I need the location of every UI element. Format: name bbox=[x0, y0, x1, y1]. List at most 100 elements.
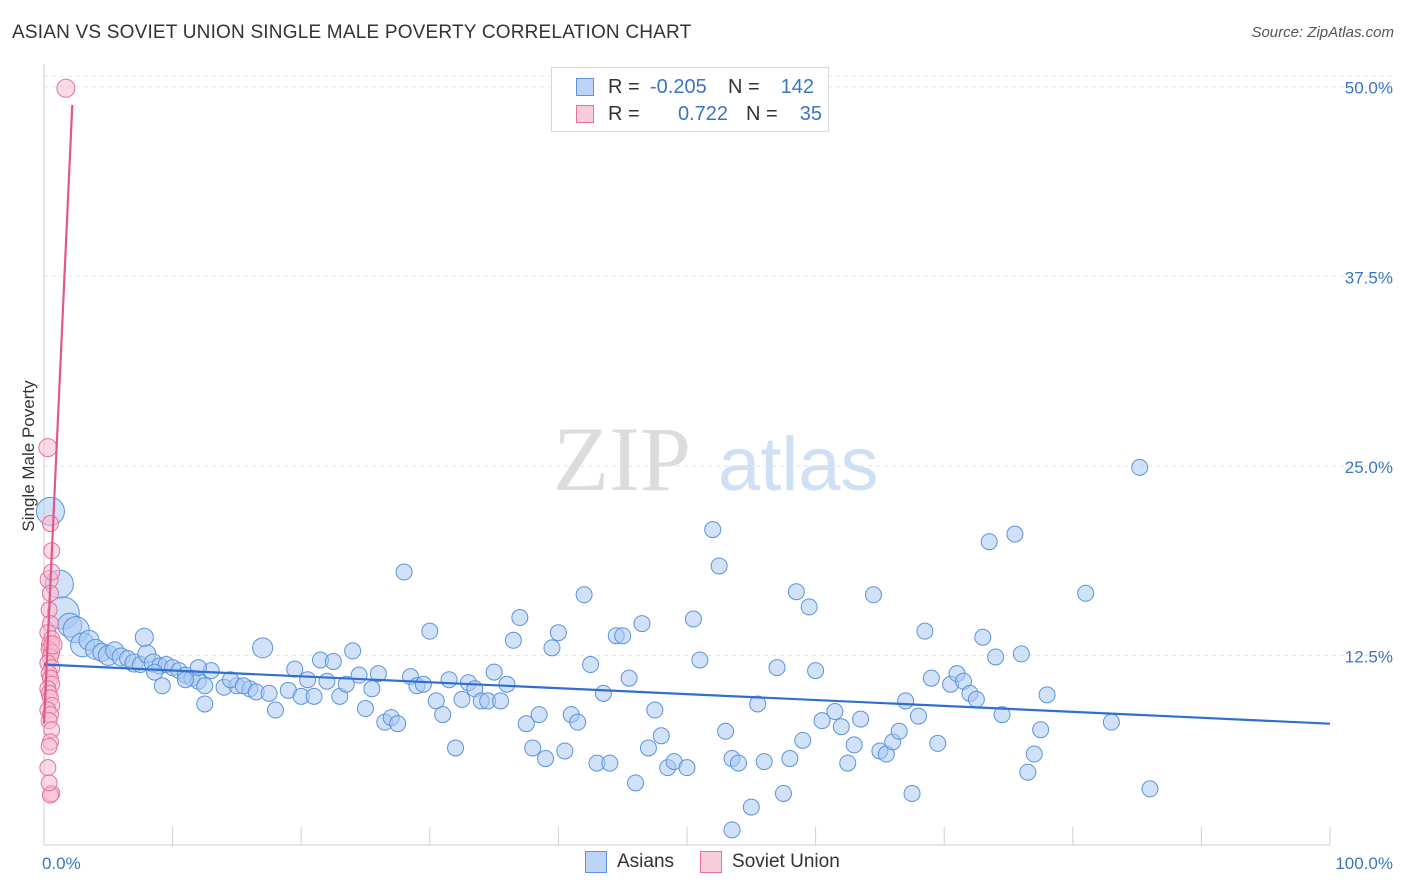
asians-point bbox=[826, 703, 844, 721]
asians-point bbox=[832, 718, 850, 736]
chart-title: ASIAN VS SOVIET UNION SINGLE MALE POVERT… bbox=[12, 22, 692, 43]
y-axis-label: Single Male Poverty bbox=[19, 380, 38, 532]
legend-swatch-asians bbox=[576, 78, 594, 96]
asians-point bbox=[492, 692, 510, 710]
series-label-soviet: Soviet Union bbox=[732, 851, 840, 872]
asians-point bbox=[549, 624, 567, 642]
asians-point bbox=[903, 784, 921, 802]
asians-point bbox=[196, 695, 214, 713]
asians-point bbox=[575, 586, 593, 604]
asians-point bbox=[389, 715, 407, 733]
series-legend-soviet: Soviet Union bbox=[700, 851, 840, 873]
legend-n-label: N = bbox=[728, 75, 760, 98]
soviet-point bbox=[38, 438, 58, 458]
legend-n-label: N = bbox=[746, 102, 778, 125]
asians-point bbox=[176, 671, 194, 689]
asians-point bbox=[794, 731, 812, 749]
asians-point bbox=[485, 663, 503, 681]
legend-r-label: R = bbox=[608, 75, 640, 98]
legend-swatch-soviet bbox=[576, 105, 594, 123]
correlation-legend: R = -0.205 N = 142 R = 0.722 N = 35 bbox=[551, 67, 829, 132]
asians-point bbox=[134, 627, 154, 647]
watermark-zip: ZIP bbox=[553, 408, 691, 510]
asians-point bbox=[344, 642, 362, 660]
asians-point bbox=[1131, 458, 1149, 476]
asians-point bbox=[864, 586, 882, 604]
x-tick-labels: 0.0% 100.0% bbox=[42, 854, 1393, 873]
asians-point bbox=[369, 665, 387, 683]
asians-point bbox=[153, 677, 171, 695]
asians-point bbox=[774, 784, 792, 802]
series-legend-asians: Asians bbox=[585, 851, 674, 873]
asians-point bbox=[357, 700, 374, 718]
asians-point bbox=[504, 631, 522, 649]
asians-point bbox=[252, 637, 274, 659]
asians-point bbox=[691, 651, 709, 669]
asians-point bbox=[768, 659, 786, 677]
asians-point bbox=[787, 583, 805, 601]
asians-point bbox=[987, 648, 1005, 666]
soviet-trend-line bbox=[42, 104, 74, 724]
asians-point bbox=[1019, 763, 1037, 781]
y-tick-label: 37.5% bbox=[1345, 268, 1393, 287]
asians-point bbox=[1012, 645, 1030, 663]
asians-point bbox=[286, 660, 304, 678]
asians-point bbox=[922, 669, 940, 687]
asians-point bbox=[704, 521, 722, 539]
asians-point bbox=[717, 722, 735, 740]
asians-point bbox=[929, 734, 947, 752]
asians-point bbox=[594, 684, 612, 702]
asians-point bbox=[146, 663, 164, 681]
asians-point bbox=[363, 680, 381, 698]
asians-point bbox=[395, 563, 413, 581]
asians-point bbox=[1006, 525, 1024, 543]
asians-point bbox=[434, 706, 452, 724]
asians-point bbox=[684, 610, 702, 628]
source-label: Source: ZipAtlas.com bbox=[1251, 24, 1394, 41]
asians-point bbox=[537, 750, 555, 768]
asians-point bbox=[556, 742, 574, 760]
asians-point bbox=[916, 622, 934, 640]
legend-row-soviet: R = 0.722 N = 35 bbox=[576, 101, 822, 127]
asians-point bbox=[1038, 686, 1056, 704]
x-tick-label: 100.0% bbox=[1335, 854, 1393, 873]
y-tick-labels: 12.5% 25.0% 37.5% 50.0% bbox=[1345, 79, 1393, 667]
asians-point bbox=[421, 622, 439, 640]
asians-point bbox=[1141, 780, 1159, 798]
watermark-atlas: atlas bbox=[718, 422, 879, 507]
series-label-asians: Asians bbox=[617, 851, 675, 872]
soviet-points bbox=[38, 78, 76, 804]
legend-r-value: 0.722 bbox=[677, 102, 728, 125]
asians-point bbox=[993, 706, 1011, 724]
asians-point bbox=[749, 695, 767, 713]
asians-point bbox=[639, 739, 657, 757]
asians-point bbox=[260, 684, 278, 702]
asians-point bbox=[266, 701, 284, 719]
asians-points bbox=[35, 458, 1159, 839]
asians-point bbox=[813, 712, 831, 730]
asians-point bbox=[839, 754, 857, 772]
asians-point bbox=[852, 710, 870, 728]
asians-point bbox=[414, 675, 432, 693]
asians-point bbox=[440, 671, 458, 689]
asians-point bbox=[453, 690, 471, 708]
soviet-point bbox=[41, 515, 59, 533]
asians-point bbox=[909, 707, 927, 725]
asians-point bbox=[299, 671, 317, 689]
asians-point bbox=[582, 656, 600, 674]
asians-point bbox=[601, 754, 619, 772]
asians-point bbox=[1077, 584, 1095, 602]
asians-point bbox=[627, 774, 645, 792]
asians-point bbox=[427, 692, 445, 710]
trend-lines bbox=[42, 104, 1331, 725]
asians-point bbox=[305, 687, 323, 705]
asians-point bbox=[755, 753, 773, 771]
soviet-point bbox=[40, 737, 58, 755]
asians-point bbox=[890, 722, 908, 740]
asians-point bbox=[1025, 745, 1043, 763]
asians-point bbox=[974, 628, 992, 646]
x-tick-label: 0.0% bbox=[42, 854, 81, 873]
asians-point bbox=[614, 627, 632, 645]
asians-point bbox=[807, 662, 825, 680]
